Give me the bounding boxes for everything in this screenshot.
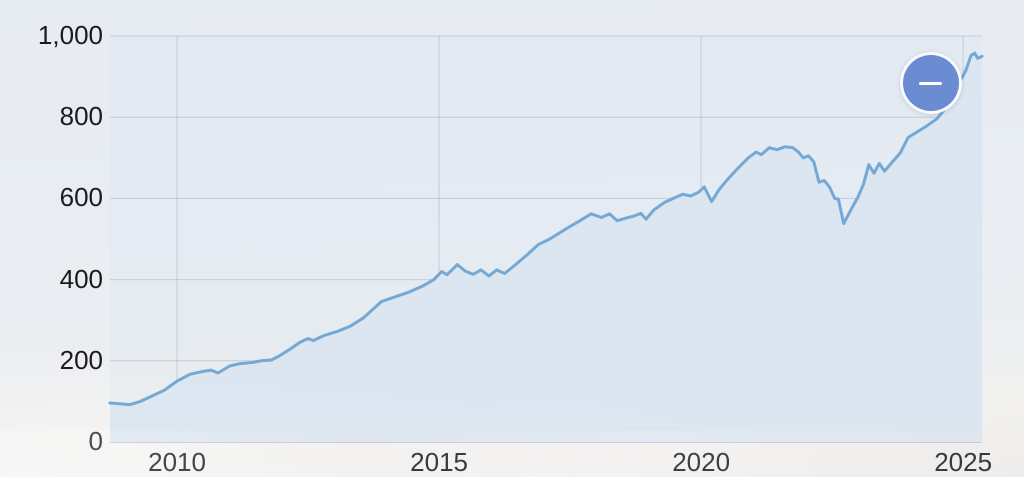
y-tick-label-1,000: 1,000 [37,20,103,50]
y-tick-label-800: 800 [59,101,103,132]
y-tick-label-0: 0 [88,426,103,456]
x-tick-label-2020: 2020 [672,447,731,477]
series-line [108,51,984,407]
y-tick-label-400: 400 [59,263,103,294]
x-tick-label-2025: 2025 [934,447,993,477]
x-tick-label-2015: 2015 [410,447,469,477]
x-tick-label-2010: 2010 [148,447,206,477]
y-tick-label-600: 600 [59,182,103,213]
chart-marker-minus-button[interactable] [899,52,962,115]
minus-icon [919,81,943,85]
area-fill [110,53,982,442]
y-tick-label-200: 200 [59,344,103,375]
